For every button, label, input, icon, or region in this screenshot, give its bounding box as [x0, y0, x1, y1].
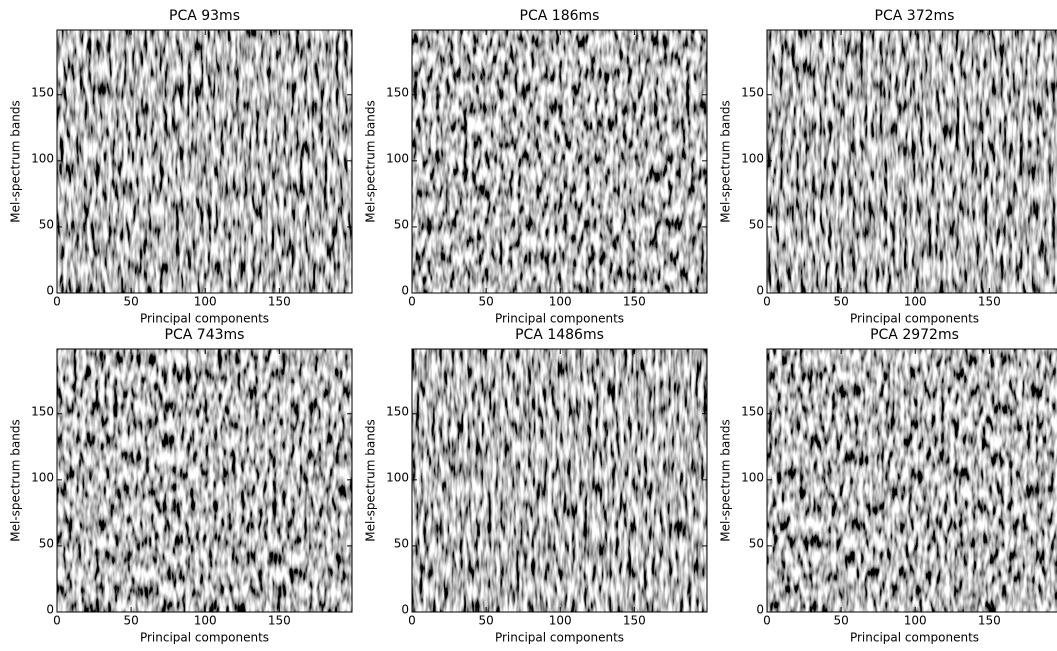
- subplot-title: PCA 743ms: [165, 327, 245, 343]
- x-tick-label: 0: [53, 295, 61, 309]
- x-tick-label: 0: [408, 295, 416, 309]
- subplot-title: PCA 93ms: [169, 8, 240, 24]
- y-tick-label: 50: [749, 536, 764, 550]
- y-tick-label: 50: [39, 217, 54, 231]
- y-tick-label: 0: [401, 284, 409, 298]
- y-tick-label: 150: [386, 404, 409, 418]
- x-tick-label: 0: [763, 295, 771, 309]
- y-tick-label: 0: [401, 603, 409, 617]
- x-tick-label: 0: [408, 614, 416, 628]
- y-axis-label: Mel-spectrum bands: [9, 419, 23, 541]
- axes-frame: [56, 348, 353, 613]
- subplot-title: PCA 1486ms: [515, 327, 604, 343]
- y-tick-label: 100: [31, 470, 54, 484]
- y-tick-label: 50: [39, 536, 54, 550]
- y-tick-label: 0: [756, 603, 764, 617]
- y-tick-label: 100: [741, 151, 764, 165]
- x-tick-label: 50: [833, 614, 848, 628]
- y-tick-label: 0: [756, 284, 764, 298]
- subplot: 0 50 100 150 0 50 100 150 PCA 743ms Principal com…: [9, 327, 353, 645]
- x-tick-label: 50: [123, 295, 138, 309]
- axes-frame: [766, 29, 1057, 294]
- y-tick-label: 100: [386, 151, 409, 165]
- subplot: 0 50 100 150 0 50 100 150 PCA 186ms Principal com…: [364, 8, 708, 326]
- y-tick-label: 100: [741, 470, 764, 484]
- x-axis-label: Principal components: [495, 312, 624, 326]
- x-tick-label: 100: [904, 614, 927, 628]
- x-axis-label: Principal components: [140, 312, 269, 326]
- x-tick-label: 0: [763, 614, 771, 628]
- y-axis-label: Mel-spectrum bands: [364, 419, 378, 541]
- subplot-title: PCA 372ms: [875, 8, 955, 24]
- x-tick-label: 150: [978, 295, 1001, 309]
- x-tick-label: 150: [978, 614, 1001, 628]
- x-tick-label: 50: [478, 614, 493, 628]
- heatmap-image: [412, 349, 707, 612]
- x-tick-label: 100: [194, 614, 217, 628]
- x-tick-label: 150: [268, 295, 291, 309]
- y-tick-label: 150: [741, 85, 764, 99]
- x-tick-label: 50: [123, 614, 138, 628]
- subplot: 0 50 100 150 0 50 100 150 PCA 1486ms Principal co…: [364, 327, 708, 645]
- x-tick-label: 150: [268, 614, 291, 628]
- axes-frame: [56, 29, 353, 294]
- subplot-title: PCA 186ms: [520, 8, 600, 24]
- subplot: 0 50 100 150 0 50 100 150 PCA 93ms Principal comp…: [9, 8, 353, 326]
- heatmap-image: [57, 30, 352, 293]
- axes-frame: [411, 29, 708, 294]
- y-tick-label: 50: [394, 536, 409, 550]
- y-axis-label: Mel-spectrum bands: [719, 419, 733, 541]
- heatmap-image: [767, 30, 1057, 293]
- x-tick-label: 150: [623, 295, 646, 309]
- heatmap-image: [412, 30, 707, 293]
- subplot: 0 50 100 150 0 50 100 150 PCA 372ms Principal com…: [719, 8, 1057, 326]
- y-tick-label: 150: [31, 404, 54, 418]
- x-tick-label: 100: [904, 295, 927, 309]
- x-tick-label: 100: [194, 295, 217, 309]
- y-tick-label: 50: [749, 217, 764, 231]
- x-tick-label: 50: [833, 295, 848, 309]
- y-tick-label: 100: [386, 470, 409, 484]
- x-axis-label: Principal components: [850, 631, 979, 645]
- x-axis-label: Principal components: [850, 312, 979, 326]
- y-axis-label: Mel-spectrum bands: [9, 100, 23, 222]
- y-tick-label: 150: [741, 404, 764, 418]
- subplot-title: PCA 2972ms: [870, 327, 959, 343]
- y-tick-label: 0: [46, 603, 54, 617]
- x-tick-label: 100: [549, 295, 572, 309]
- x-tick-label: 100: [549, 614, 572, 628]
- x-tick-label: 0: [53, 614, 61, 628]
- y-tick-label: 100: [31, 151, 54, 165]
- x-tick-label: 150: [623, 614, 646, 628]
- subplot: 0 50 100 150 0 50 100 150 PCA 2972ms Principal co…: [719, 327, 1057, 645]
- y-tick-label: 50: [394, 217, 409, 231]
- axes-frame: [766, 348, 1057, 613]
- y-tick-label: 150: [386, 85, 409, 99]
- y-axis-label: Mel-spectrum bands: [719, 100, 733, 222]
- x-tick-label: 50: [478, 295, 493, 309]
- heatmap-image: [767, 349, 1057, 612]
- axes-frame: [411, 348, 708, 613]
- x-axis-label: Principal components: [495, 631, 624, 645]
- y-tick-label: 0: [46, 284, 54, 298]
- heatmap-image: [57, 349, 352, 612]
- y-tick-label: 150: [31, 85, 54, 99]
- x-axis-label: Principal components: [140, 631, 269, 645]
- y-axis-label: Mel-spectrum bands: [364, 100, 378, 222]
